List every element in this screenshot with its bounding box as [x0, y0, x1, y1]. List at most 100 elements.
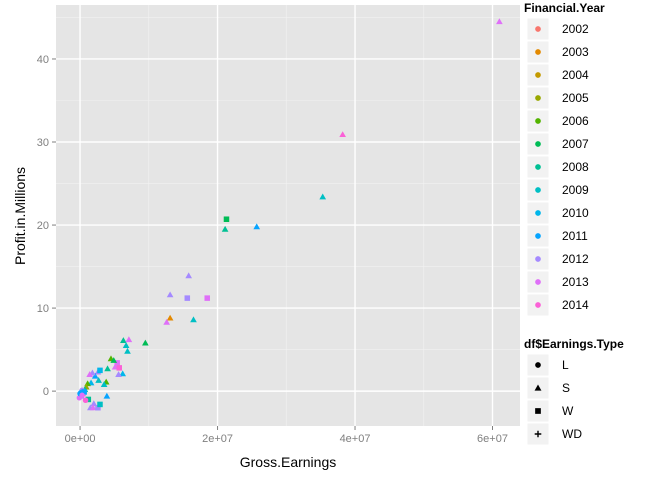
legend-key-symbol [535, 118, 541, 124]
data-point [185, 272, 193, 279]
x-axis-ticks: 0e+00 2e+07 4e+07 6e+07 [65, 426, 508, 445]
legend-label: S [562, 381, 570, 395]
x-axis-title: Gross.Earnings [240, 454, 336, 470]
legend-item-2009: 2009 [526, 178, 589, 202]
legend-item-L: L [526, 353, 569, 377]
legend-key-symbol [535, 233, 541, 239]
data-point [82, 397, 89, 404]
data-point [122, 342, 130, 348]
legend-label: L [562, 358, 569, 372]
data-point [124, 347, 131, 354]
data-point [120, 337, 127, 343]
legend-key-symbol [535, 302, 541, 308]
data-point [119, 370, 127, 377]
legend-label: 2003 [562, 45, 589, 59]
data-point [81, 389, 87, 395]
legend-key-symbol [535, 95, 541, 101]
legend-item-S: S [526, 376, 570, 400]
legend-item-2004: 2004 [526, 63, 589, 87]
legend-item-2006: 2006 [526, 109, 589, 133]
data-point [103, 392, 111, 399]
data-point [125, 336, 133, 343]
legend-item-2008: 2008 [526, 155, 589, 179]
legend-item-2002: 2002 [526, 17, 589, 41]
legend-key-triangle-icon [534, 384, 542, 391]
data-point [90, 400, 98, 407]
y-axis-ticks: 0 10 20 30 40 [37, 54, 56, 398]
data-point [89, 404, 97, 411]
legend-label: 2011 [562, 229, 588, 243]
data-point [190, 316, 197, 323]
y-tick-label: 20 [37, 220, 49, 232]
data-point [91, 372, 99, 379]
legend-key-symbol [535, 187, 541, 193]
data-point [142, 339, 149, 346]
legend-label: W [562, 404, 574, 418]
grid-major [56, 5, 520, 426]
x-tick-label: 6e+07 [477, 433, 508, 445]
legend-label: 2006 [562, 114, 589, 128]
legend-item-2007: 2007 [526, 132, 589, 156]
data-point [104, 365, 111, 372]
data-point [319, 193, 327, 200]
data-point [253, 223, 261, 230]
legend-key-square-icon [535, 408, 541, 414]
data-point [114, 360, 120, 366]
legend-item-WD: WD [526, 422, 582, 446]
legend-item-2011: 2011 [526, 224, 588, 248]
grid-minor [56, 5, 520, 426]
data-point [116, 365, 122, 371]
legend-label: 2014 [562, 298, 589, 312]
data-point [166, 314, 174, 321]
x-tick-label: 4e+07 [340, 433, 371, 445]
legend-key-symbol [535, 72, 541, 78]
data-point [184, 295, 191, 301]
legend-label: WD [562, 427, 582, 441]
legend-label: 2005 [562, 91, 589, 105]
legend-label: 2007 [562, 137, 589, 151]
plot-panel [56, 5, 520, 426]
legend-financial-year: Financial.Year 2002 2003 2004 2005 2006 2007 2… [524, 1, 605, 317]
legend-label: 2012 [562, 252, 589, 266]
legend-earnings-type: df$Earnings.Type LSW WD [524, 337, 624, 446]
data-point [110, 357, 118, 363]
legend-item-2014: 2014 [526, 293, 589, 317]
y-tick-label: 40 [37, 54, 49, 66]
legend-label: 2013 [562, 275, 589, 289]
legend-key-symbol [535, 279, 541, 285]
legend-key-symbol [535, 256, 541, 262]
data-point [100, 381, 108, 387]
legend-item-W: W [526, 399, 574, 423]
data-point [95, 404, 101, 411]
data-point [95, 376, 102, 383]
y-tick-label: 0 [43, 386, 49, 398]
data-point [496, 18, 503, 25]
legend-item-2005: 2005 [526, 86, 589, 110]
data-point [221, 225, 229, 232]
data-point [204, 295, 210, 301]
data-point [97, 401, 103, 408]
legend-item-2003: 2003 [526, 40, 589, 64]
data-point [86, 371, 94, 378]
data-point [85, 396, 92, 403]
legend-key-symbol [535, 164, 541, 170]
legend-key-plus-icon [534, 430, 542, 438]
legend-label: 2002 [562, 22, 589, 36]
legend-label: 2009 [562, 183, 589, 197]
legend-financial-year-title: Financial.Year [524, 1, 605, 15]
y-tick-label: 30 [37, 137, 49, 149]
legend-item-2013: 2013 [526, 270, 589, 294]
data-point [79, 392, 85, 399]
data-point [97, 367, 103, 374]
data-point [163, 318, 171, 325]
data-point [115, 371, 122, 378]
legend-item-2010: 2010 [526, 201, 589, 225]
data-point [223, 216, 230, 222]
legend-key-symbol [535, 141, 541, 147]
x-tick-label: 2e+07 [202, 433, 233, 445]
legend-key-circle-icon [535, 362, 541, 368]
legend-earnings-type-title: df$Earnings.Type [524, 337, 624, 351]
y-axis-title: Profit.in.Millions [12, 167, 28, 265]
legend-label: 2010 [562, 206, 589, 220]
